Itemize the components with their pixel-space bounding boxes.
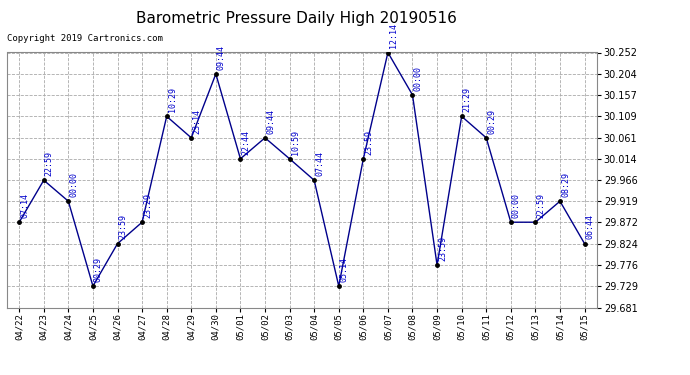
Text: 23:59: 23:59 [438,236,447,261]
Text: Barometric Pressure Daily High 20190516: Barometric Pressure Daily High 20190516 [136,11,457,26]
Text: Pressure  (Inches/Hg): Pressure (Inches/Hg) [544,26,657,36]
Text: 07:44: 07:44 [315,151,324,176]
Text: Copyright 2019 Cartronics.com: Copyright 2019 Cartronics.com [7,34,163,43]
Text: 22:59: 22:59 [536,193,546,218]
Text: 22:59: 22:59 [45,151,54,176]
Text: 00:00: 00:00 [70,172,79,197]
Text: 21:29: 21:29 [463,87,472,112]
Text: 09:44: 09:44 [266,109,275,134]
Text: 07:14: 07:14 [20,193,29,218]
Text: 00:29: 00:29 [487,109,496,134]
Text: 23:29: 23:29 [143,193,152,218]
Text: 22:44: 22:44 [241,130,250,154]
Text: 00:29: 00:29 [94,257,103,282]
Text: 23:59: 23:59 [364,130,373,154]
Text: 08:29: 08:29 [561,172,570,197]
Text: 05:14: 05:14 [339,257,349,282]
Text: 12:14: 12:14 [389,23,398,48]
Text: 23:14: 23:14 [193,109,201,134]
Text: 10:59: 10:59 [290,130,299,154]
Text: 06:44: 06:44 [586,214,595,240]
Text: 23:59: 23:59 [119,214,128,240]
Text: 09:44: 09:44 [217,45,226,70]
Text: 10:29: 10:29 [168,87,177,112]
Text: 00:00: 00:00 [512,193,521,218]
Text: 00:00: 00:00 [413,66,422,91]
